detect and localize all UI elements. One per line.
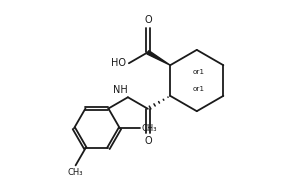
- Polygon shape: [147, 51, 170, 65]
- Text: O: O: [144, 136, 152, 146]
- Text: O: O: [144, 15, 152, 25]
- Text: HO: HO: [111, 58, 126, 68]
- Text: NH: NH: [113, 85, 127, 95]
- Text: CH₃: CH₃: [68, 168, 83, 177]
- Text: or1: or1: [192, 86, 204, 92]
- Text: or1: or1: [192, 69, 204, 75]
- Text: CH₃: CH₃: [142, 124, 157, 133]
